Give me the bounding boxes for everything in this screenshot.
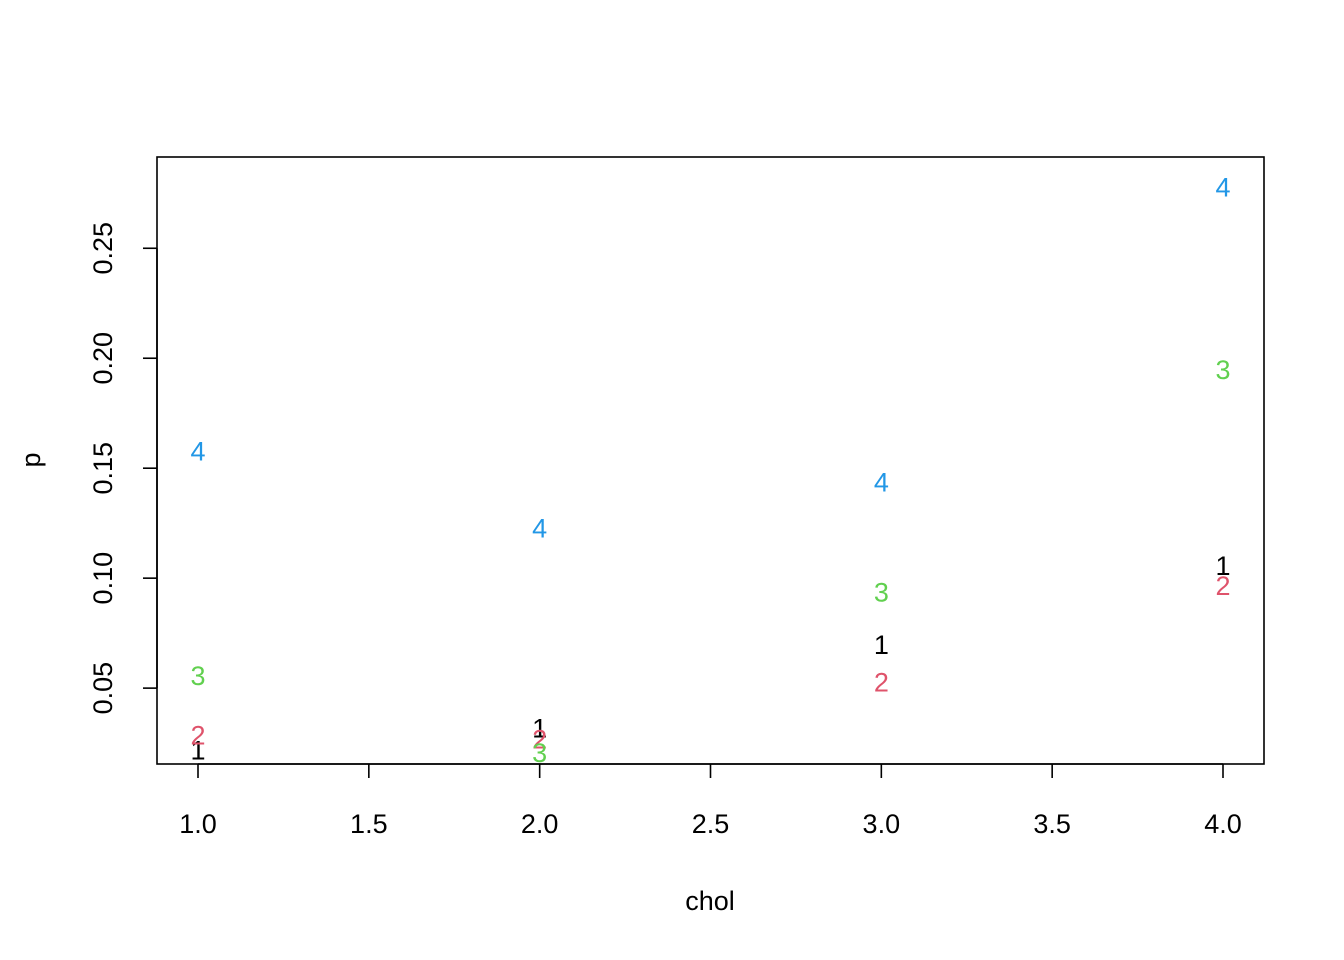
x-axis-title: chol [685,886,735,916]
y-tick-label: 0.05 [88,662,118,715]
y-tick-label: 0.25 [88,222,118,275]
data-point-4: 4 [1215,173,1230,203]
data-point-3: 3 [1215,355,1230,385]
data-point-1: 1 [532,714,547,744]
x-tick-label: 3.5 [1033,809,1071,839]
y-axis: 0.05 0.10 0.15 0.20 0.25 [88,222,158,715]
data-point-3: 3 [532,738,547,768]
x-tick-label: 2.5 [692,809,730,839]
y-tick-label: 0.20 [88,332,118,385]
data-point-4: 4 [874,467,889,497]
x-tick-label: 4.0 [1204,809,1242,839]
x-tick-label: 3.0 [863,809,901,839]
data-point-3: 3 [190,661,205,691]
y-tick-label: 0.15 [88,442,118,495]
x-tick-label: 1.0 [179,809,217,839]
data-point-2: 2 [190,720,205,750]
y-tick-label: 0.10 [88,552,118,605]
data-point-2: 2 [1215,571,1230,601]
data-point-1: 1 [190,736,205,766]
x-tick-label: 2.0 [521,809,559,839]
data-point-2: 2 [874,668,889,698]
plot-frame [156,156,1265,765]
x-tick-label: 1.5 [350,809,388,839]
data-point-4: 4 [532,514,547,544]
data-point-1: 1 [874,630,889,660]
data-point-4: 4 [190,437,205,467]
x-axis: 1.0 1.5 2.0 2.5 3.0 3.5 4.0 [179,763,1242,839]
data-point-2: 2 [532,725,547,755]
y-axis-title: p [16,452,46,467]
data-point-1: 1 [1215,551,1230,581]
data-point-3: 3 [874,577,889,607]
